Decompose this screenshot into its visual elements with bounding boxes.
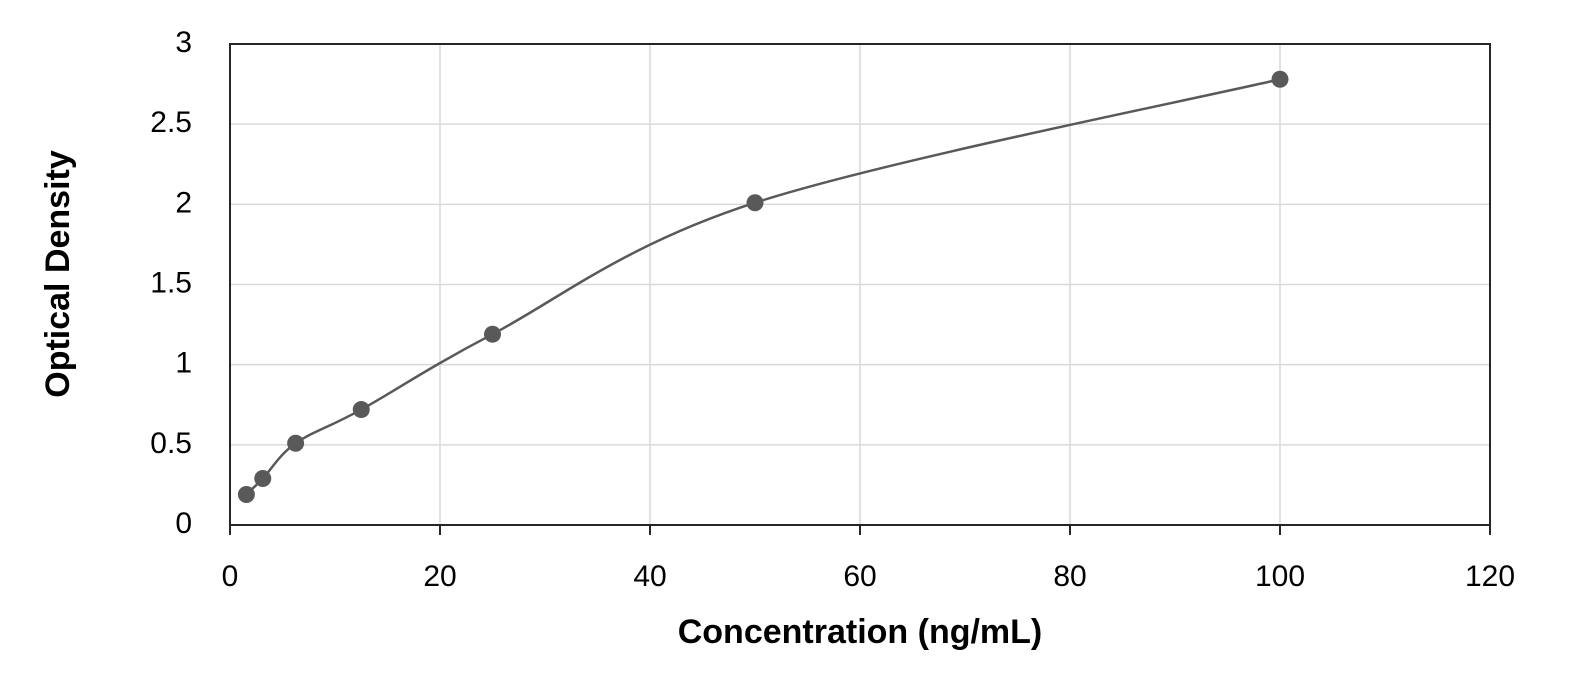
x-tick-label: 20 bbox=[423, 560, 456, 593]
data-point bbox=[1271, 70, 1289, 88]
data-point bbox=[287, 434, 305, 452]
x-axis-title: Concentration (ng/mL) bbox=[678, 613, 1043, 651]
plot-frame bbox=[229, 43, 1491, 526]
y-tick-label: 0 bbox=[175, 507, 192, 540]
x-tick-label: 120 bbox=[1465, 560, 1515, 593]
x-tick-label: 80 bbox=[1053, 560, 1086, 593]
x-tick-label: 0 bbox=[222, 560, 239, 593]
x-tick-label: 100 bbox=[1255, 560, 1305, 593]
x-tick-label: 60 bbox=[843, 560, 876, 593]
x-tick-label: 40 bbox=[633, 560, 666, 593]
data-point bbox=[352, 401, 370, 419]
fit-curve bbox=[245, 78, 1281, 496]
y-tick-label: 3 bbox=[175, 26, 192, 59]
data-point bbox=[484, 325, 501, 343]
y-tick-label: 1.5 bbox=[150, 266, 192, 299]
y-axis-title: Optical Density bbox=[39, 150, 77, 398]
y-tick-label: 2.5 bbox=[150, 106, 192, 139]
y-tick-label: 2 bbox=[175, 186, 192, 219]
y-tick-label: 0.5 bbox=[150, 427, 192, 460]
data-point bbox=[237, 486, 255, 504]
y-tick-label: 1 bbox=[175, 347, 192, 380]
data-point bbox=[254, 470, 272, 488]
data-point bbox=[746, 194, 764, 212]
